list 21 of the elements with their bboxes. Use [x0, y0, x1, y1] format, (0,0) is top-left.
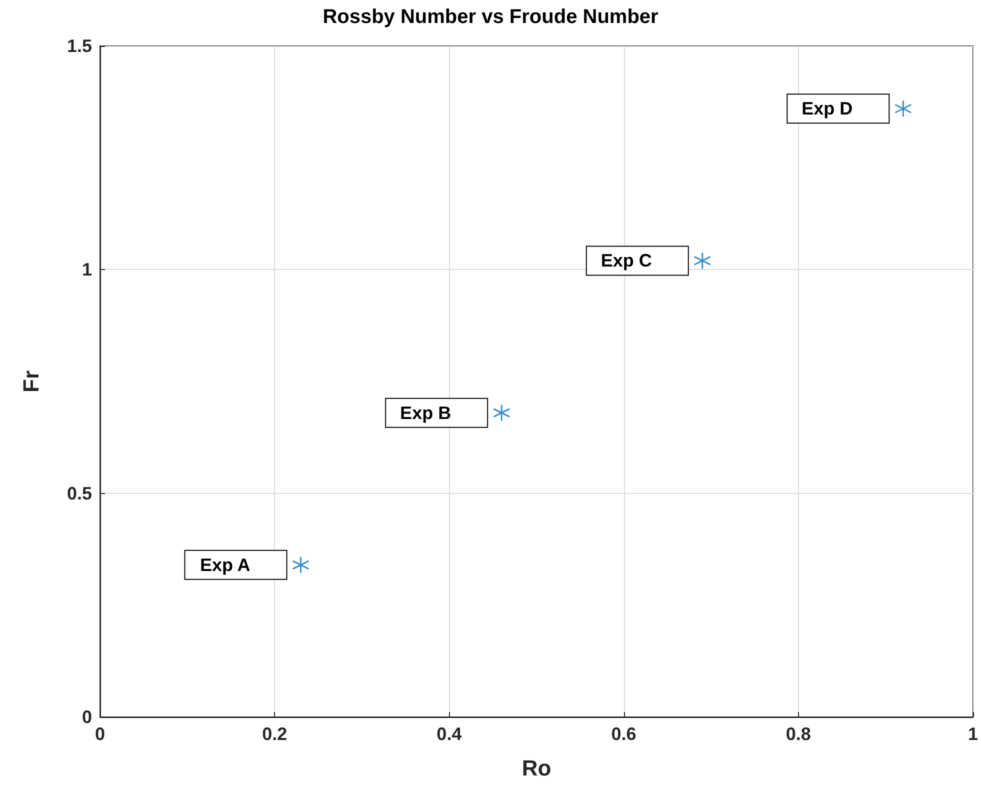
- y-tick-label: 0: [82, 707, 92, 727]
- x-tick-label: 0.2: [262, 724, 288, 744]
- annotation: Exp A: [200, 554, 250, 575]
- x-tick-label: 0.4: [436, 724, 462, 744]
- annotation: Exp D: [802, 98, 853, 119]
- point: [894, 100, 912, 118]
- y-tick-label: 0.5: [66, 483, 92, 504]
- point: [694, 252, 712, 270]
- x-tick-label: 0.8: [786, 724, 811, 744]
- x-axis-title: Ro: [522, 756, 552, 780]
- x-tick-label: 0: [94, 724, 106, 744]
- chart-title: Rossby Number vs Froude Number: [322, 6, 659, 28]
- x-tick-label: 0.6: [611, 724, 636, 744]
- point: [292, 556, 310, 574]
- x-tick-label: 1: [968, 724, 978, 744]
- annotation: Exp C: [600, 250, 652, 271]
- y-tick-label: 1.5: [66, 36, 92, 56]
- annotation: Exp B: [400, 402, 452, 423]
- point: [492, 404, 510, 422]
- y-tick-label: 1: [82, 260, 92, 280]
- y-axis-title: Fr: [18, 370, 44, 392]
